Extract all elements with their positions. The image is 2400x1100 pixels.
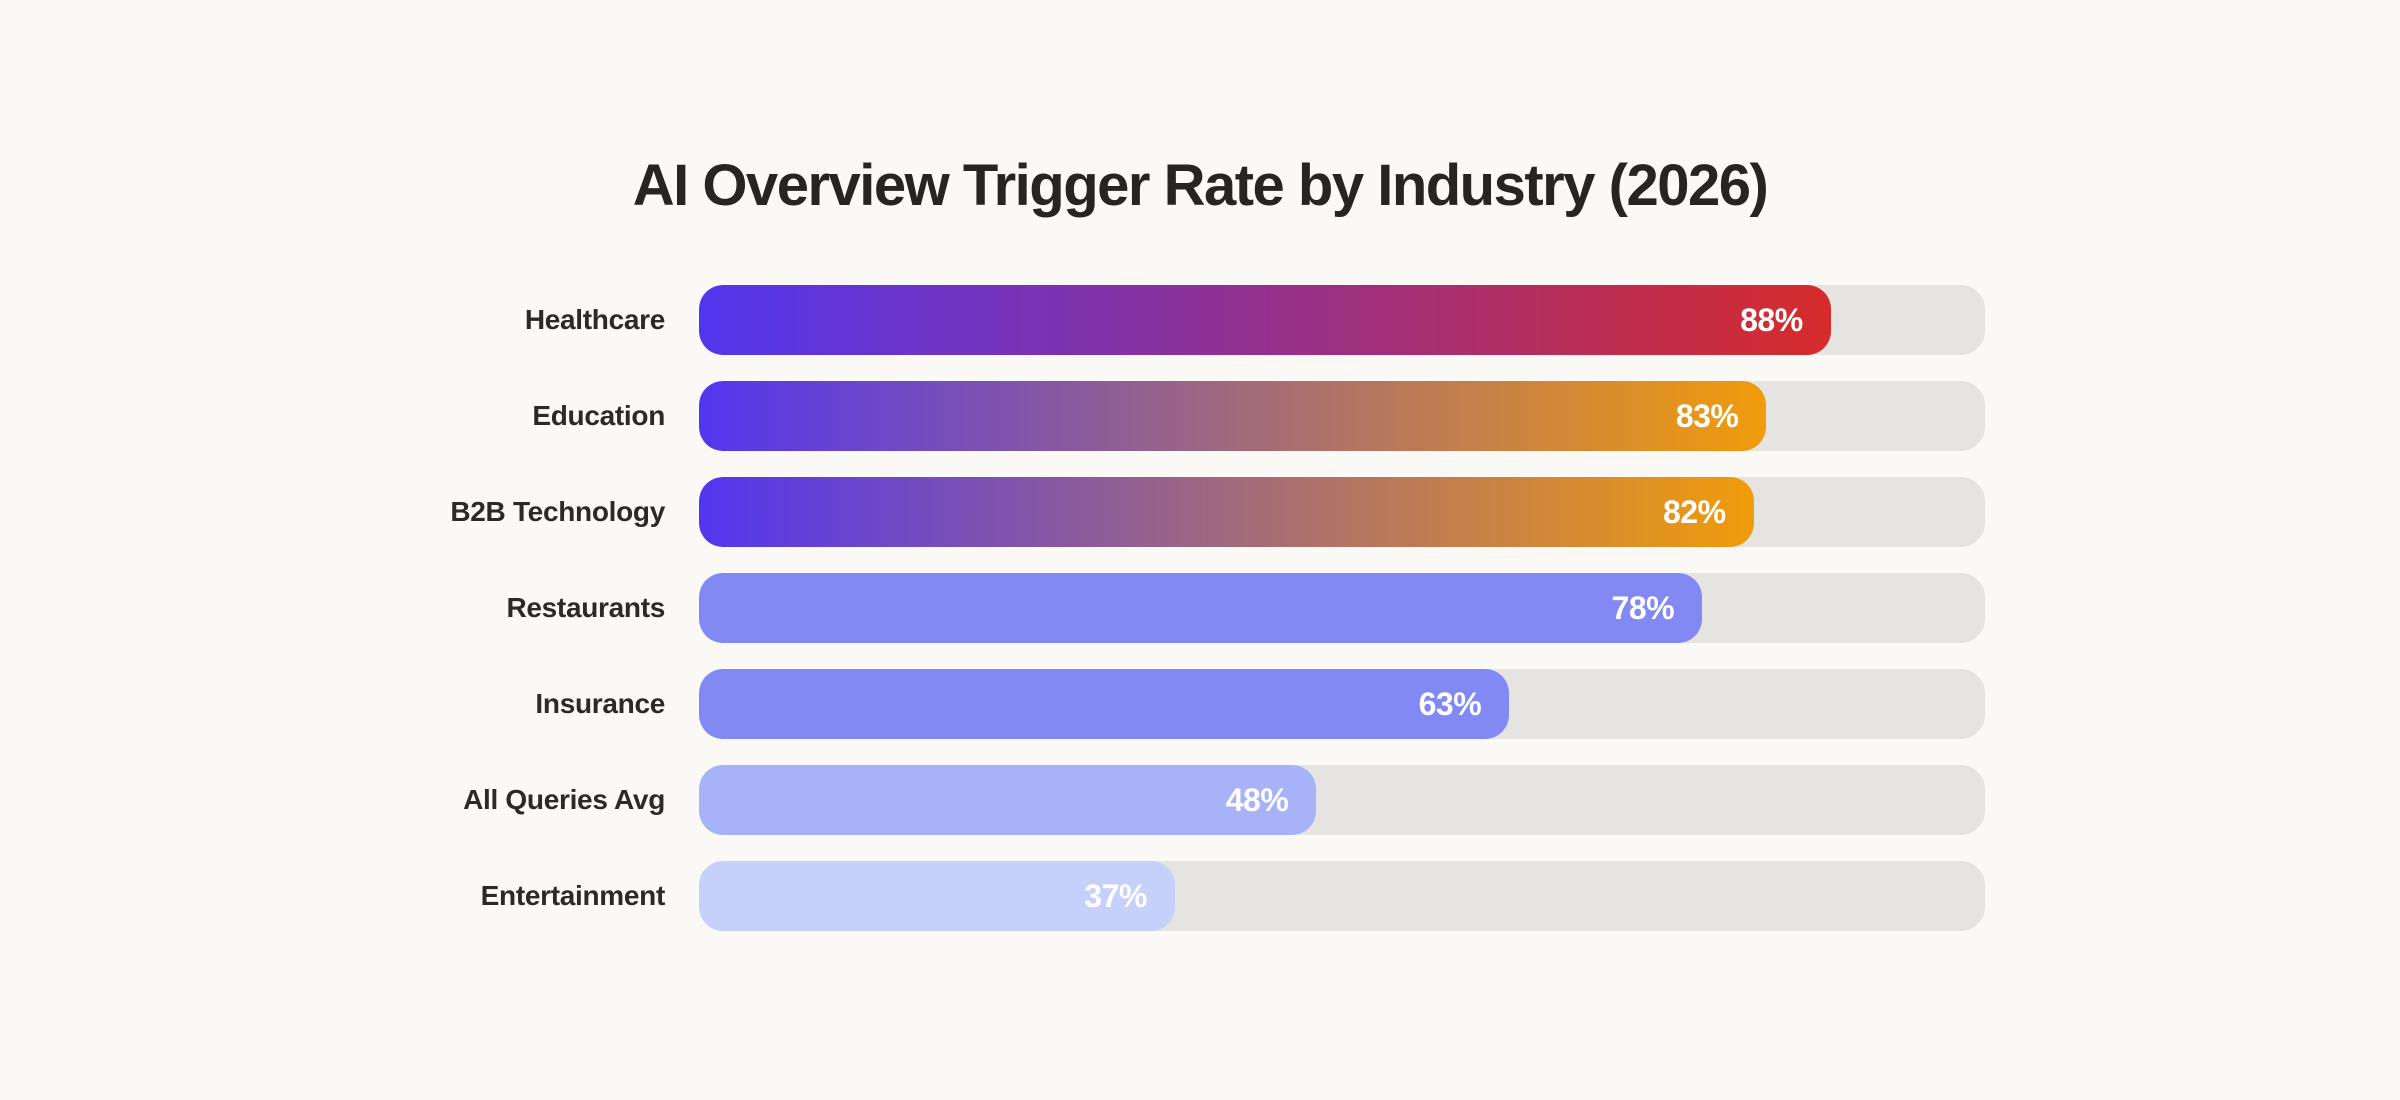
category-label: Insurance [535, 688, 665, 719]
bar-track: 37% [699, 861, 1985, 931]
bar-track: 83% [699, 381, 1985, 451]
category-label: Healthcare [524, 304, 665, 335]
category-label: Entertainment [480, 880, 666, 911]
bar-track: 63% [699, 669, 1985, 739]
value-label: 88% [1740, 301, 1803, 338]
bar-fill: 63% [699, 669, 1510, 739]
bar-row: Entertainment 37% [415, 861, 1985, 931]
bar-fill: 48% [699, 765, 1317, 835]
bar-row: All Queries Avg 48% [415, 765, 1985, 835]
bar-fill: 88% [699, 285, 1831, 355]
bar-row: Restaurants 78% [415, 573, 1985, 643]
value-label: 82% [1662, 493, 1726, 530]
bar-track: 48% [699, 765, 1985, 835]
value-label: 63% [1418, 685, 1482, 722]
bar-fill: 78% [699, 573, 1703, 643]
category-label: Education [532, 400, 665, 431]
bar-row: Insurance 63% [415, 669, 1985, 739]
bar-track: 78% [699, 573, 1985, 643]
bar-chart: Healthcare 88% Education 83% B2B Technol… [415, 285, 1985, 931]
bar-row: Education 83% [415, 381, 1985, 451]
bar-fill: 37% [699, 861, 1175, 931]
bar-track: 82% [699, 477, 1985, 547]
category-label: Restaurants [506, 592, 665, 623]
bar-fill: 82% [699, 477, 1754, 547]
category-label: All Queries Avg [463, 784, 665, 815]
chart-title: AI Overview Trigger Rate by Industry (20… [632, 153, 1769, 218]
bar-track: 88% [699, 285, 1985, 355]
bar-fill: 83% [699, 381, 1767, 451]
value-label: 48% [1225, 781, 1289, 818]
value-label: 78% [1611, 589, 1675, 626]
value-label: 83% [1675, 397, 1739, 434]
chart-page: AI Overview Trigger Rate by Industry (20… [415, 0, 1985, 931]
category-label: B2B Technology [450, 496, 665, 527]
bar-row: Healthcare 88% [415, 285, 1985, 355]
value-label: 37% [1084, 877, 1147, 914]
bar-row: B2B Technology 82% [415, 477, 1985, 547]
